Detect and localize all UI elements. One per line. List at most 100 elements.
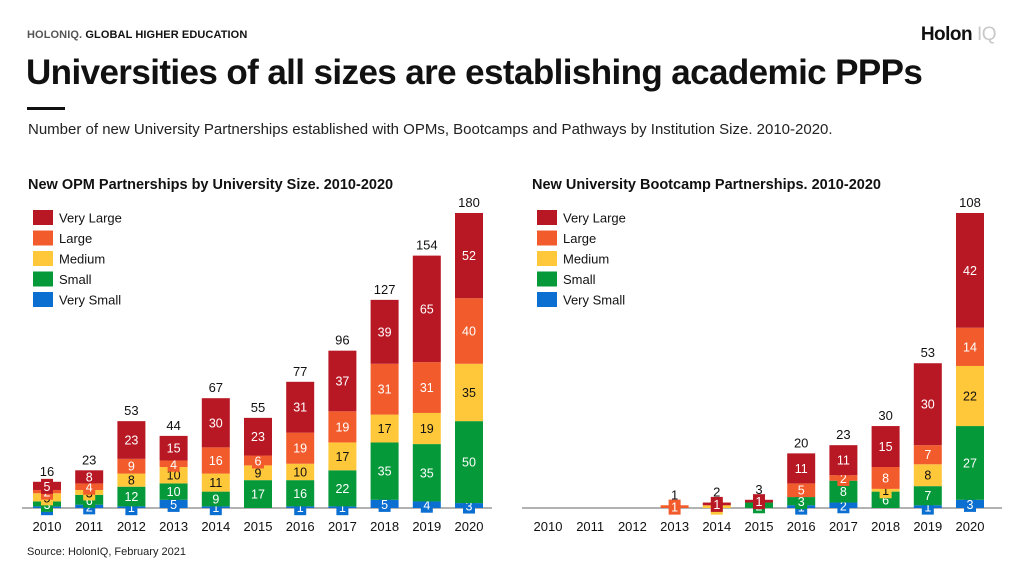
segment-tag [252, 453, 264, 469]
segment-label: 4 [423, 499, 430, 513]
bar-segment-very-large-2018 [871, 426, 900, 468]
x-tick-label: 2020 [956, 519, 985, 534]
segment-tag [420, 497, 433, 513]
total-label-2012: 53 [124, 403, 138, 418]
segment-label: 7 [924, 448, 931, 462]
x-tick-label: 2010 [534, 519, 563, 534]
bar-segment-large-2019 [412, 362, 441, 413]
segment-label: 22 [963, 390, 977, 404]
bar-segment-small-2017 [829, 480, 858, 503]
segment-label: 1 [212, 501, 219, 515]
segment-label: 5 [798, 484, 805, 498]
bar-segment-small-2014 [201, 491, 230, 507]
legend-label: Small [59, 272, 92, 287]
segment-label: 23 [251, 430, 265, 444]
legend-swatch [33, 271, 53, 287]
segment-label: 15 [879, 440, 893, 454]
legend-swatch [33, 210, 53, 225]
bar-segment-medium-2019 [412, 412, 441, 445]
bar-segment-small-2016 [286, 480, 315, 507]
x-tick-label: 2013 [159, 519, 188, 534]
total-label-2014: 2 [713, 485, 720, 500]
segment-label: 17 [335, 450, 349, 464]
segment-label: 8 [840, 485, 847, 499]
segment-label: 6 [86, 494, 93, 508]
segment-label: 10 [293, 465, 307, 479]
legend-label: Large [563, 231, 596, 246]
bar-segment-very-large-2016 [787, 453, 816, 484]
bootcamp-chart: New University Bootcamp Partnerships. 20… [522, 177, 1002, 534]
bar-segment-medium-2019 [913, 464, 942, 487]
segment-label: 5 [381, 498, 388, 512]
segment-label: 23 [124, 433, 138, 447]
bar-segment-very-large-2015 [244, 417, 272, 456]
bar-segment-large-2020 [956, 327, 984, 366]
x-tick-label: 2019 [913, 519, 942, 534]
segment-label: 1 [756, 495, 763, 509]
segment-label: 8 [128, 474, 135, 488]
legend-swatch [537, 271, 557, 287]
bar-segment-medium-2014 [201, 473, 230, 492]
kicker-section: GLOBAL HIGHER EDUCATION [85, 29, 248, 41]
segment-tag [668, 499, 681, 515]
legend-label: Very Small [563, 293, 625, 308]
bar-segment-medium-2020 [956, 365, 984, 427]
segment-label: 3 [798, 495, 805, 509]
bar-segment-small-2018 [370, 442, 399, 500]
segment-label: 1 [882, 484, 889, 498]
segment-tag [167, 456, 180, 472]
segment-tag [378, 496, 391, 512]
x-tick-label: 2011 [75, 519, 103, 534]
legend-label: Medium [59, 252, 105, 267]
segment-label: 30 [921, 398, 935, 412]
bar-segment-medium-2015 [244, 465, 272, 481]
legend-item-medium: Medium [537, 251, 609, 267]
logo-suffix: IQ [976, 24, 997, 45]
segment-label: 31 [420, 381, 434, 395]
x-tick-label: 2013 [660, 519, 689, 534]
segment-label: 11 [837, 454, 850, 468]
bar-segment-small-2019 [412, 444, 441, 502]
chart-title: New University Bootcamp Partnerships. 20… [532, 177, 881, 193]
x-tick-label: 2020 [455, 519, 484, 534]
segment-label: 19 [335, 420, 349, 434]
bar-segment-very-large-2013 [159, 435, 188, 461]
legend-label: Very Large [563, 211, 626, 226]
segment-label: 17 [251, 488, 265, 502]
segment-label: 6 [882, 493, 889, 507]
segment-label: 65 [420, 302, 434, 316]
legend-label: Very Small [59, 293, 121, 308]
segment-label: 31 [293, 401, 307, 415]
legend-swatch [33, 251, 53, 266]
bar-segment-large-2012 [117, 458, 146, 474]
segment-label: 19 [293, 442, 307, 456]
segment-label: 8 [882, 471, 889, 485]
legend-swatch [537, 251, 557, 266]
segment-label: 1 [297, 501, 304, 515]
logo-main: Holon [920, 24, 973, 45]
segment-label: 17 [378, 422, 392, 436]
bar-segment-small-2019 [913, 486, 942, 506]
segment-label: 8 [924, 469, 931, 483]
segment-label: 10 [167, 469, 181, 483]
segment-tag [125, 500, 138, 516]
x-tick-label: 2017 [328, 519, 357, 534]
total-label-2015: 3 [755, 482, 762, 497]
x-tick-label: 2010 [33, 519, 62, 534]
legend-swatch [33, 292, 53, 307]
segment-label: 7 [924, 489, 931, 503]
x-tick-label: 2014 [201, 519, 230, 534]
segment-label: 2 [840, 499, 847, 513]
bar-segment-medium-2017 [328, 442, 357, 471]
segment-label: 10 [167, 485, 181, 499]
kicker: HOLONIQ. GLOBAL HIGHER EDUCATION [27, 29, 247, 41]
bar-segment-large-2016 [286, 432, 315, 464]
legend-swatch [33, 230, 53, 246]
segment-tag [753, 494, 765, 510]
bar-segment-large-2014 [201, 447, 230, 474]
bar-segment-very-large-2019 [412, 255, 441, 363]
segment-label: 1 [713, 498, 720, 512]
x-tick-label: 2012 [618, 519, 647, 534]
bar-segment-small-2020 [455, 421, 483, 504]
total-label-2017: 96 [335, 333, 349, 348]
